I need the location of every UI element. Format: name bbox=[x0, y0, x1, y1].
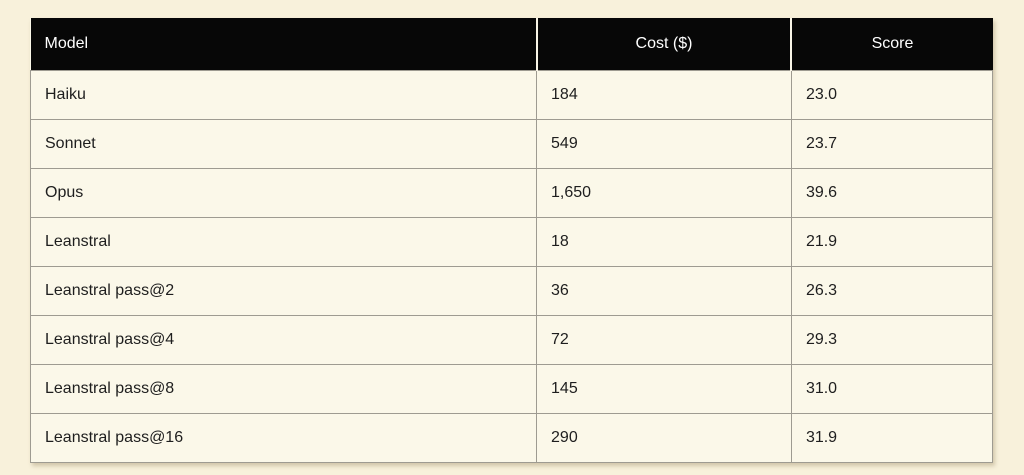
cell-cost: 290 bbox=[536, 413, 792, 463]
cell-score: 23.0 bbox=[790, 70, 994, 120]
cell-score: 23.7 bbox=[790, 119, 994, 169]
model-cost-score-table: Model Cost ($) Score Haiku 184 23.0 Sonn… bbox=[29, 18, 994, 463]
table-header: Model Cost ($) Score bbox=[30, 18, 993, 71]
column-header-model: Model bbox=[30, 18, 538, 71]
table-row: Leanstral pass@8 145 31.0 bbox=[29, 364, 994, 414]
cell-cost: 1,650 bbox=[536, 168, 792, 218]
cell-model: Leanstral pass@8 bbox=[29, 364, 538, 414]
table-row: Haiku 184 23.0 bbox=[29, 70, 994, 120]
cell-score: 21.9 bbox=[790, 217, 994, 267]
cell-score: 29.3 bbox=[790, 315, 994, 365]
cell-score: 26.3 bbox=[790, 266, 994, 316]
table-row: Sonnet 549 23.7 bbox=[29, 119, 994, 169]
column-header-score: Score bbox=[791, 18, 993, 71]
table-row: Leanstral 18 21.9 bbox=[29, 217, 994, 267]
cell-cost: 72 bbox=[536, 315, 792, 365]
cell-cost: 184 bbox=[536, 70, 792, 120]
table-row: Leanstral pass@4 72 29.3 bbox=[29, 315, 994, 365]
header-row: Model Cost ($) Score bbox=[30, 18, 993, 71]
cell-score: 39.6 bbox=[790, 168, 994, 218]
table-row: Leanstral pass@2 36 26.3 bbox=[29, 266, 994, 316]
cell-model: Leanstral pass@4 bbox=[29, 315, 538, 365]
cell-model: Leanstral pass@16 bbox=[29, 413, 538, 463]
cell-model: Leanstral bbox=[29, 217, 538, 267]
cell-cost: 36 bbox=[536, 266, 792, 316]
cell-cost: 549 bbox=[536, 119, 792, 169]
cell-model: Sonnet bbox=[29, 119, 538, 169]
cell-score: 31.0 bbox=[790, 364, 994, 414]
table-body: Haiku 184 23.0 Sonnet 549 23.7 Opus 1,65… bbox=[29, 70, 994, 463]
table-row: Opus 1,650 39.6 bbox=[29, 168, 994, 218]
cell-model: Leanstral pass@2 bbox=[29, 266, 538, 316]
cell-cost: 18 bbox=[536, 217, 792, 267]
cell-model: Opus bbox=[29, 168, 538, 218]
column-header-cost: Cost ($) bbox=[536, 18, 793, 71]
table-row: Leanstral pass@16 290 31.9 bbox=[29, 413, 994, 463]
cell-model: Haiku bbox=[29, 70, 538, 120]
cell-cost: 145 bbox=[536, 364, 792, 414]
cell-score: 31.9 bbox=[790, 413, 994, 463]
